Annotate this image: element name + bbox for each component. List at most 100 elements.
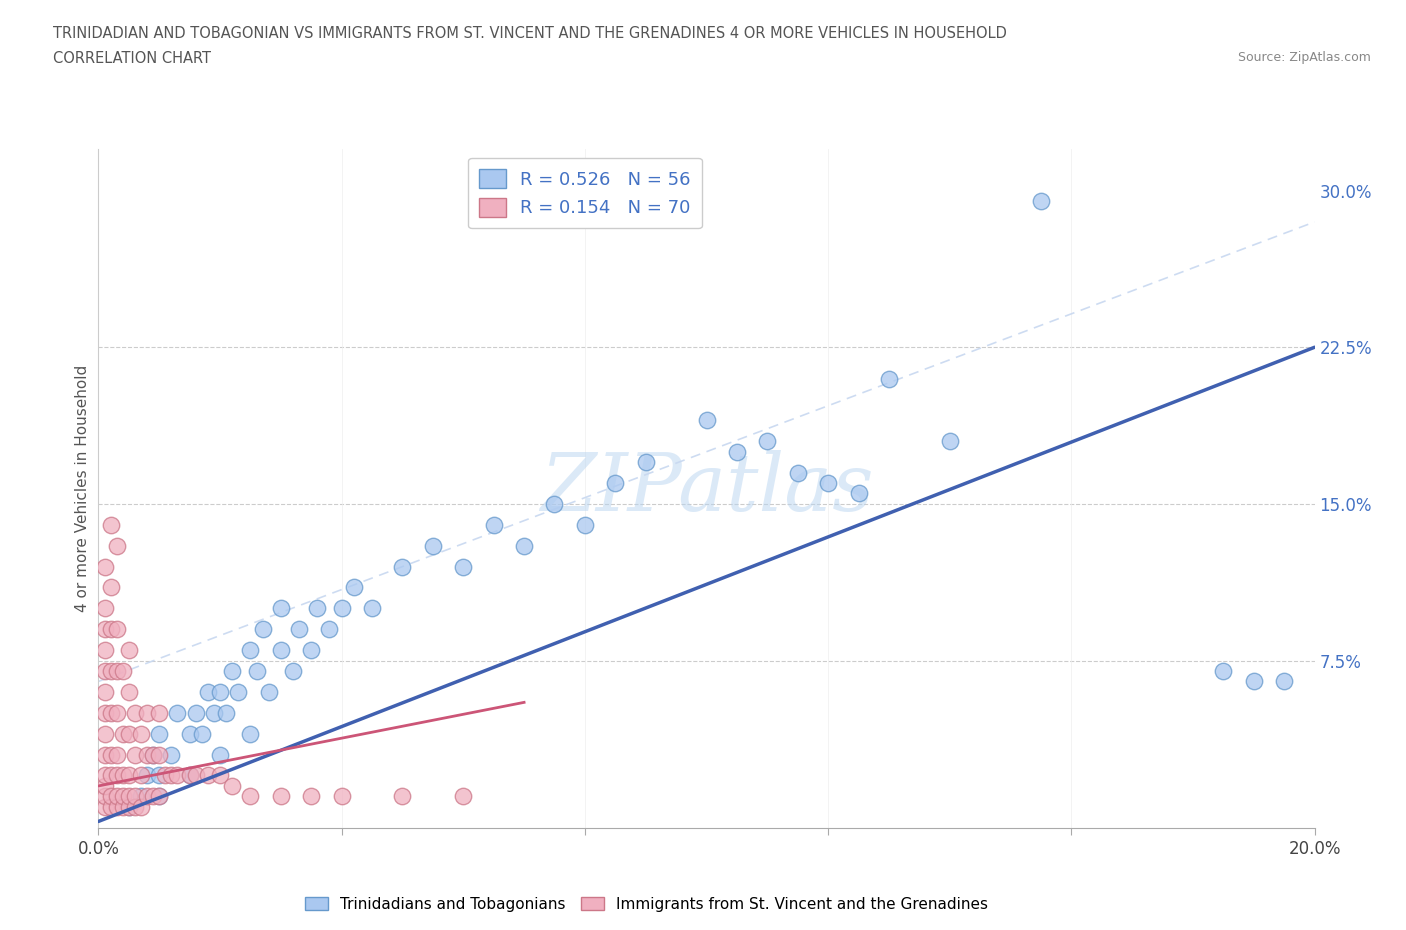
Point [245, 664, 267, 679]
Point [111, 664, 134, 679]
Point [453, 559, 475, 574]
Point [191, 726, 214, 741]
Point [142, 789, 165, 804]
Point [257, 684, 280, 699]
Point [100, 800, 122, 815]
Point [939, 433, 962, 448]
Point [93, 726, 115, 741]
Point [93, 778, 115, 793]
Point [543, 497, 565, 512]
Point [160, 747, 183, 762]
Point [166, 768, 188, 783]
Point [136, 789, 159, 804]
Point [184, 705, 207, 720]
Point [105, 768, 128, 783]
Point [391, 559, 413, 574]
Point [209, 747, 232, 762]
Point [148, 747, 170, 762]
Point [817, 475, 839, 490]
Point [148, 789, 170, 804]
Point [1212, 664, 1234, 679]
Point [848, 486, 870, 501]
Point [93, 684, 115, 699]
Point [179, 726, 201, 741]
Point [330, 601, 353, 616]
Point [111, 768, 134, 783]
Point [184, 768, 207, 783]
Point [136, 705, 159, 720]
Point [391, 789, 413, 804]
Point [124, 800, 146, 815]
Point [288, 622, 311, 637]
Point [118, 768, 141, 783]
Point [93, 559, 115, 574]
Text: CORRELATION CHART: CORRELATION CHART [53, 51, 211, 66]
Point [197, 684, 219, 699]
Point [93, 747, 115, 762]
Point [482, 517, 505, 532]
Point [129, 726, 152, 741]
Point [209, 768, 232, 783]
Point [136, 768, 159, 783]
Point [105, 800, 128, 815]
Point [1029, 193, 1052, 208]
Point [105, 538, 128, 553]
Point [100, 768, 122, 783]
Point [111, 726, 134, 741]
Point [118, 684, 141, 699]
Point [124, 789, 146, 804]
Point [142, 747, 165, 762]
Point [105, 622, 128, 637]
Point [129, 789, 152, 804]
Point [307, 601, 329, 616]
Point [299, 643, 322, 658]
Point [124, 705, 146, 720]
Point [318, 622, 340, 637]
Point [100, 705, 122, 720]
Point [179, 768, 201, 783]
Point [124, 747, 146, 762]
Point [513, 538, 536, 553]
Point [877, 371, 900, 386]
Point [239, 789, 262, 804]
Point [105, 664, 128, 679]
Point [221, 664, 243, 679]
Point [239, 726, 262, 741]
Y-axis label: 4 or more Vehicles in Household: 4 or more Vehicles in Household [75, 365, 90, 612]
Point [330, 789, 353, 804]
Point [93, 643, 115, 658]
Point [166, 705, 188, 720]
Point [239, 643, 262, 658]
Point [179, 768, 201, 783]
Point [1272, 674, 1295, 689]
Point [100, 664, 122, 679]
Point [93, 705, 115, 720]
Point [129, 768, 152, 783]
Point [361, 601, 384, 616]
Point [118, 800, 141, 815]
Point [252, 622, 274, 637]
Point [1243, 674, 1265, 689]
Legend: R = 0.526   N = 56, R = 0.154   N = 70: R = 0.526 N = 56, R = 0.154 N = 70 [468, 158, 702, 228]
Point [725, 445, 748, 459]
Text: TRINIDADIAN AND TOBAGONIAN VS IMMIGRANTS FROM ST. VINCENT AND THE GRENADINES 4 O: TRINIDADIAN AND TOBAGONIAN VS IMMIGRANTS… [53, 26, 1007, 41]
Point [118, 726, 141, 741]
Point [270, 643, 292, 658]
Point [148, 705, 170, 720]
Point [453, 789, 475, 804]
Point [160, 768, 183, 783]
Point [422, 538, 444, 553]
Point [118, 800, 141, 815]
Point [605, 475, 627, 490]
Point [93, 664, 115, 679]
Point [148, 768, 170, 783]
Point [299, 789, 322, 804]
Point [111, 800, 134, 815]
Point [786, 465, 808, 480]
Point [148, 789, 170, 804]
Point [93, 789, 115, 804]
Point [155, 768, 177, 783]
Legend: Trinidadians and Tobagonians, Immigrants from St. Vincent and the Grenadines: Trinidadians and Tobagonians, Immigrants… [299, 890, 994, 918]
Point [105, 747, 128, 762]
Point [574, 517, 596, 532]
